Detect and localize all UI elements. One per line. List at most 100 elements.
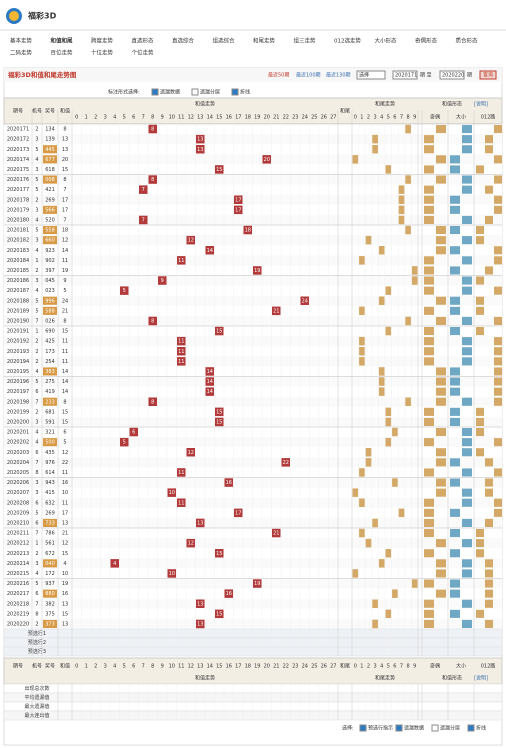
- query-button[interactable]: [479, 70, 497, 80]
- mod-cell: [476, 226, 484, 235]
- column-header: 和值: [60, 663, 70, 670]
- footer-option: 折线: [476, 725, 486, 732]
- mod-cell: [476, 529, 484, 538]
- footer-checkbox[interactable]: [395, 724, 403, 732]
- mod-cell: [476, 296, 484, 305]
- help-link[interactable]: [说明]: [474, 675, 488, 682]
- sum-cell-label: 12: [188, 450, 194, 456]
- nav-link[interactable]: 012选走势: [334, 37, 361, 45]
- sum-header: 0: [75, 664, 78, 670]
- machine: 2: [35, 551, 38, 557]
- sum-header: 21: [273, 115, 279, 121]
- size-cell: [462, 357, 472, 366]
- nav-link[interactable]: 二码走势: [10, 49, 33, 57]
- footer-checkbox[interactable]: [431, 724, 439, 732]
- sum-cell: [177, 498, 186, 507]
- from-input[interactable]: [392, 70, 418, 80]
- preselect-row[interactable]: [3, 637, 503, 648]
- nav-link[interactable]: 直选形态: [132, 37, 155, 45]
- row-bg: [4, 305, 502, 316]
- row-bg: [4, 396, 502, 407]
- sum-cell: [177, 336, 186, 346]
- size-cell: [462, 337, 472, 346]
- parity-cell: [424, 195, 434, 204]
- sum: 21: [62, 531, 68, 537]
- sum-cell: [262, 155, 271, 164]
- nav-link[interactable]: 百位走势: [51, 49, 74, 57]
- issue: 2020220: [7, 621, 29, 627]
- mod-cell: [485, 478, 493, 487]
- machine: 5: [35, 228, 38, 234]
- sum-header: 19: [254, 115, 260, 121]
- nav-link[interactable]: 组选综合: [213, 37, 236, 45]
- option-checkbox[interactable]: [151, 88, 159, 96]
- mod-cell: [494, 508, 502, 517]
- issue: 2020187: [7, 288, 29, 294]
- preselect-row[interactable]: [3, 628, 503, 639]
- tail-cell: [372, 134, 378, 144]
- nav-link[interactable]: 基本走势: [10, 37, 33, 45]
- group-header: 和尾走势: [375, 101, 395, 108]
- issue: 2020191: [7, 329, 29, 335]
- parity-cell: [436, 478, 446, 487]
- parity-cell: [424, 337, 434, 346]
- parity-cell: [436, 448, 446, 457]
- nav-link[interactable]: 组三走势: [294, 37, 317, 45]
- recent-link[interactable]: 最近130期: [326, 72, 351, 79]
- issue: 2020206: [7, 480, 29, 486]
- sum-header: 9: [161, 115, 164, 121]
- nav-link[interactable]: 和值和尾: [51, 37, 74, 45]
- size-cell: [450, 226, 460, 235]
- mod-cell: [485, 488, 493, 497]
- machine: 3: [35, 167, 38, 173]
- to-input[interactable]: [439, 70, 465, 80]
- preselect-row[interactable]: [3, 646, 503, 657]
- row-bg: [4, 538, 502, 549]
- draw-number: 233: [45, 399, 55, 405]
- recent-link[interactable]: 最近50期: [268, 72, 289, 79]
- help-link[interactable]: [说明]: [474, 101, 488, 108]
- sum-header: 6: [132, 115, 135, 121]
- size-cell: [462, 468, 472, 477]
- tail-cell: [378, 367, 385, 376]
- sum: 13: [62, 520, 68, 526]
- machine: 2: [35, 127, 38, 133]
- recent-link[interactable]: 最近100期: [296, 72, 321, 79]
- select-box[interactable]: [356, 70, 386, 80]
- nav-link[interactable]: 质合形态: [456, 37, 479, 45]
- tail-cell: [405, 225, 411, 235]
- sum-header: 22: [283, 115, 289, 121]
- option-checkbox[interactable]: [191, 88, 199, 96]
- nav-link[interactable]: 个位走势: [132, 49, 155, 57]
- parity-cell: [424, 327, 434, 336]
- sum-header: 1: [85, 115, 88, 121]
- nav-link[interactable]: 直选综合: [172, 37, 195, 45]
- option-checkbox[interactable]: [231, 88, 239, 96]
- mod-cell: [494, 387, 502, 396]
- parity-cell: [424, 599, 434, 608]
- nav-link[interactable]: 奇偶形态: [415, 37, 438, 45]
- machine: 1: [35, 329, 38, 335]
- footer-checkbox[interactable]: [359, 724, 367, 732]
- sum-header: 3: [104, 115, 107, 121]
- nav-link[interactable]: 和尾走势: [253, 37, 276, 45]
- machine: 7: [35, 601, 38, 607]
- issue: 2020185: [7, 268, 29, 274]
- machine: 3: [35, 278, 38, 284]
- issue: 2020219: [7, 611, 29, 617]
- parity-cell: [424, 185, 434, 194]
- tail-cell: [378, 246, 385, 255]
- nav-link[interactable]: 大小形态: [375, 37, 398, 45]
- form-header: 大小: [456, 114, 466, 121]
- draw-number: 618: [45, 167, 55, 173]
- footer-checkbox[interactable]: [467, 724, 475, 732]
- nav-link[interactable]: 跨度走势: [91, 37, 114, 45]
- issue: 2020210: [7, 520, 29, 526]
- issue: 2020207: [7, 490, 29, 496]
- parity-cell: [424, 205, 434, 214]
- parity-cell: [436, 367, 446, 376]
- issue: 2020214: [7, 561, 29, 567]
- nav-link[interactable]: 十位走势: [91, 49, 114, 57]
- sum-cell: [148, 397, 157, 406]
